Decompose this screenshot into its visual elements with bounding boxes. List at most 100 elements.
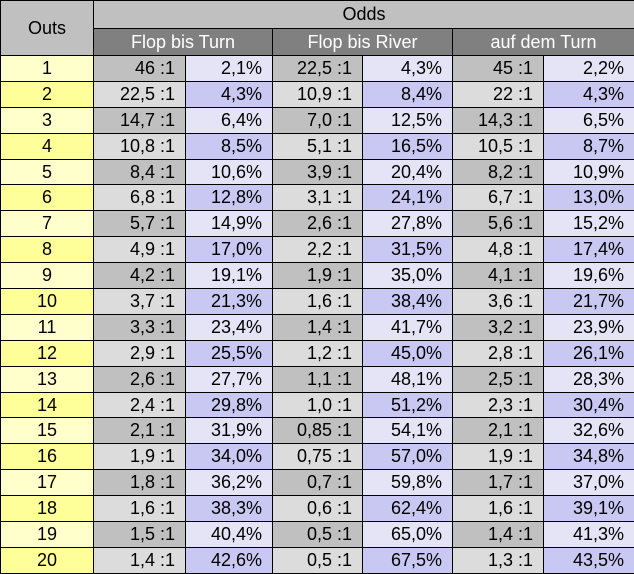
pct-cell: 6,4% xyxy=(185,106,273,134)
group-header: Flop bis River xyxy=(272,28,453,56)
odds-cell: 1,4 :1 xyxy=(272,313,363,341)
odds-cell: 2,6 :1 xyxy=(272,210,363,238)
outs-cell: 13 xyxy=(0,365,94,393)
pct-cell: 29,8% xyxy=(185,391,273,419)
data-row: 16 1,9 :1 34,0% 0,75 :1 57,0% 1,9 :1 34,8% xyxy=(0,443,634,471)
outs-cell: 12 xyxy=(0,339,94,367)
odds-cell: 10,8 :1 xyxy=(93,132,186,160)
pct-cell: 27,8% xyxy=(362,210,453,238)
outs-cell: 19 xyxy=(0,521,94,548)
pct-cell: 4,3% xyxy=(542,80,634,108)
odds-cell: 2,6 :1 xyxy=(93,365,186,393)
odds-cell: 2,8 :1 xyxy=(452,339,544,367)
outs-cell: 11 xyxy=(0,313,94,341)
data-row: 6 6,8 :1 12,8% 3,1 :1 24,1% 6,7 :1 13,0% xyxy=(0,184,634,212)
data-row: 9 4,2 :1 19,1% 1,9 :1 35,0% 4,1 :1 19,6% xyxy=(0,262,634,290)
odds-cell: 4,1 :1 xyxy=(452,262,544,290)
data-row: 20 1,4 :1 42,6% 0,5 :1 67,5% 1,3 :1 43,5% xyxy=(0,546,634,574)
odds-cell: 5,1 :1 xyxy=(272,132,363,160)
odds-cell: 8,4 :1 xyxy=(93,158,186,186)
outs-cell: 6 xyxy=(0,184,94,212)
pct-cell: 35,0% xyxy=(362,262,453,290)
outs-cell: 5 xyxy=(0,158,94,186)
odds-cell: 1,2 :1 xyxy=(272,339,363,367)
pct-cell: 39,1% xyxy=(542,495,634,523)
pct-cell: 17,4% xyxy=(542,236,634,264)
data-row: 18 1,6 :1 38,3% 0,6 :1 62,4% 1,6 :1 39,1% xyxy=(0,495,634,523)
data-row: 15 2,1 :1 31,9% 0,85 :1 54,1% 2,1 :1 32,6% xyxy=(0,417,634,445)
pct-cell: 16,5% xyxy=(362,132,453,160)
pct-cell: 25,5% xyxy=(185,339,273,367)
pct-cell: 23,9% xyxy=(542,313,634,341)
pct-cell: 28,3% xyxy=(542,365,634,393)
outs-cell: 18 xyxy=(0,495,94,523)
odds-cell: 6,8 :1 xyxy=(93,184,186,212)
odds-cell: 2,1 :1 xyxy=(452,417,544,445)
odds-cell: 1,9 :1 xyxy=(452,443,544,471)
pct-cell: 34,0% xyxy=(185,443,273,471)
pct-cell: 34,8% xyxy=(542,443,634,471)
data-row: 14 2,4 :1 29,8% 1,0 :1 51,2% 2,3 :1 30,4% xyxy=(0,391,634,419)
pct-cell: 36,2% xyxy=(185,469,273,497)
outs-cell: 17 xyxy=(0,469,94,497)
pct-cell: 12,8% xyxy=(185,184,273,212)
pct-cell: 14,9% xyxy=(185,210,273,238)
pct-cell: 24,1% xyxy=(362,184,453,212)
pct-cell: 30,4% xyxy=(542,391,634,419)
data-row: 1 46 :1 2,1% 22,5 :1 4,3% 45 :1 2,2% xyxy=(0,55,634,82)
odds-cell: 1,4 :1 xyxy=(452,521,544,548)
group-header: Flop bis Turn xyxy=(93,28,273,56)
pct-cell: 13,0% xyxy=(542,184,634,212)
pct-cell: 8,5% xyxy=(185,132,273,160)
data-row: 19 1,5 :1 40,4% 0,5 :1 65,0% 1,4 :1 41,3% xyxy=(0,521,634,548)
pct-cell: 8,7% xyxy=(542,132,634,160)
pct-cell: 32,6% xyxy=(542,417,634,445)
data-row: 10 3,7 :1 21,3% 1,6 :1 38,4% 3,6 :1 21,7% xyxy=(0,288,634,315)
odds-cell: 1,9 :1 xyxy=(272,262,363,290)
table-header: Outs Odds Flop bis Turn Flop bis River a… xyxy=(0,0,634,56)
odds-cell: 0,5 :1 xyxy=(272,546,363,574)
odds-cell: 2,4 :1 xyxy=(93,391,186,419)
data-row: 4 10,8 :1 8,5% 5,1 :1 16,5% 10,5 :1 8,7% xyxy=(0,132,634,160)
pct-cell: 65,0% xyxy=(362,521,453,548)
data-row: 2 22,5 :1 4,3% 10,9 :1 8,4% 22 :1 4,3% xyxy=(0,80,634,108)
outs-cell: 8 xyxy=(0,236,94,264)
odds-cell: 1,1 :1 xyxy=(272,365,363,393)
pct-cell: 23,4% xyxy=(185,313,273,341)
pct-cell: 62,4% xyxy=(362,495,453,523)
odds-cell: 1,6 :1 xyxy=(452,495,544,523)
pct-cell: 21,7% xyxy=(542,288,634,315)
pct-cell: 48,1% xyxy=(362,365,453,393)
pct-cell: 21,3% xyxy=(185,288,273,315)
pct-cell: 26,1% xyxy=(542,339,634,367)
odds-cell: 3,2 :1 xyxy=(452,313,544,341)
odds-cell: 1,0 :1 xyxy=(272,391,363,419)
pct-cell: 20,4% xyxy=(362,158,453,186)
outs-cell: 7 xyxy=(0,210,94,238)
odds-cell: 3,9 :1 xyxy=(272,158,363,186)
pct-cell: 27,7% xyxy=(185,365,273,393)
outs-header: Outs xyxy=(0,0,94,56)
odds-cell: 3,6 :1 xyxy=(452,288,544,315)
pct-cell: 31,9% xyxy=(185,417,273,445)
data-row: 11 3,3 :1 23,4% 1,4 :1 41,7% 3,2 :1 23,9% xyxy=(0,313,634,341)
outs-cell: 16 xyxy=(0,443,94,471)
odds-cell: 1,5 :1 xyxy=(93,521,186,548)
data-row: 7 5,7 :1 14,9% 2,6 :1 27,8% 5,6 :1 15,2% xyxy=(0,210,634,238)
pct-cell: 15,2% xyxy=(542,210,634,238)
odds-cell: 1,9 :1 xyxy=(93,443,186,471)
pct-cell: 42,6% xyxy=(185,546,273,574)
odds-cell: 46 :1 xyxy=(93,55,186,82)
pct-cell: 38,3% xyxy=(185,495,273,523)
odds-cell: 1,6 :1 xyxy=(272,288,363,315)
pct-cell: 31,5% xyxy=(362,236,453,264)
data-row: 13 2,6 :1 27,7% 1,1 :1 48,1% 2,5 :1 28,3% xyxy=(0,365,634,393)
odds-cell: 6,7 :1 xyxy=(452,184,544,212)
odds-cell: 4,8 :1 xyxy=(452,236,544,264)
odds-cell: 7,0 :1 xyxy=(272,106,363,134)
pct-cell: 12,5% xyxy=(362,106,453,134)
odds-cell: 22 :1 xyxy=(452,80,544,108)
odds-cell: 0,5 :1 xyxy=(272,521,363,548)
pct-cell: 54,1% xyxy=(362,417,453,445)
odds-cell: 3,3 :1 xyxy=(93,313,186,341)
